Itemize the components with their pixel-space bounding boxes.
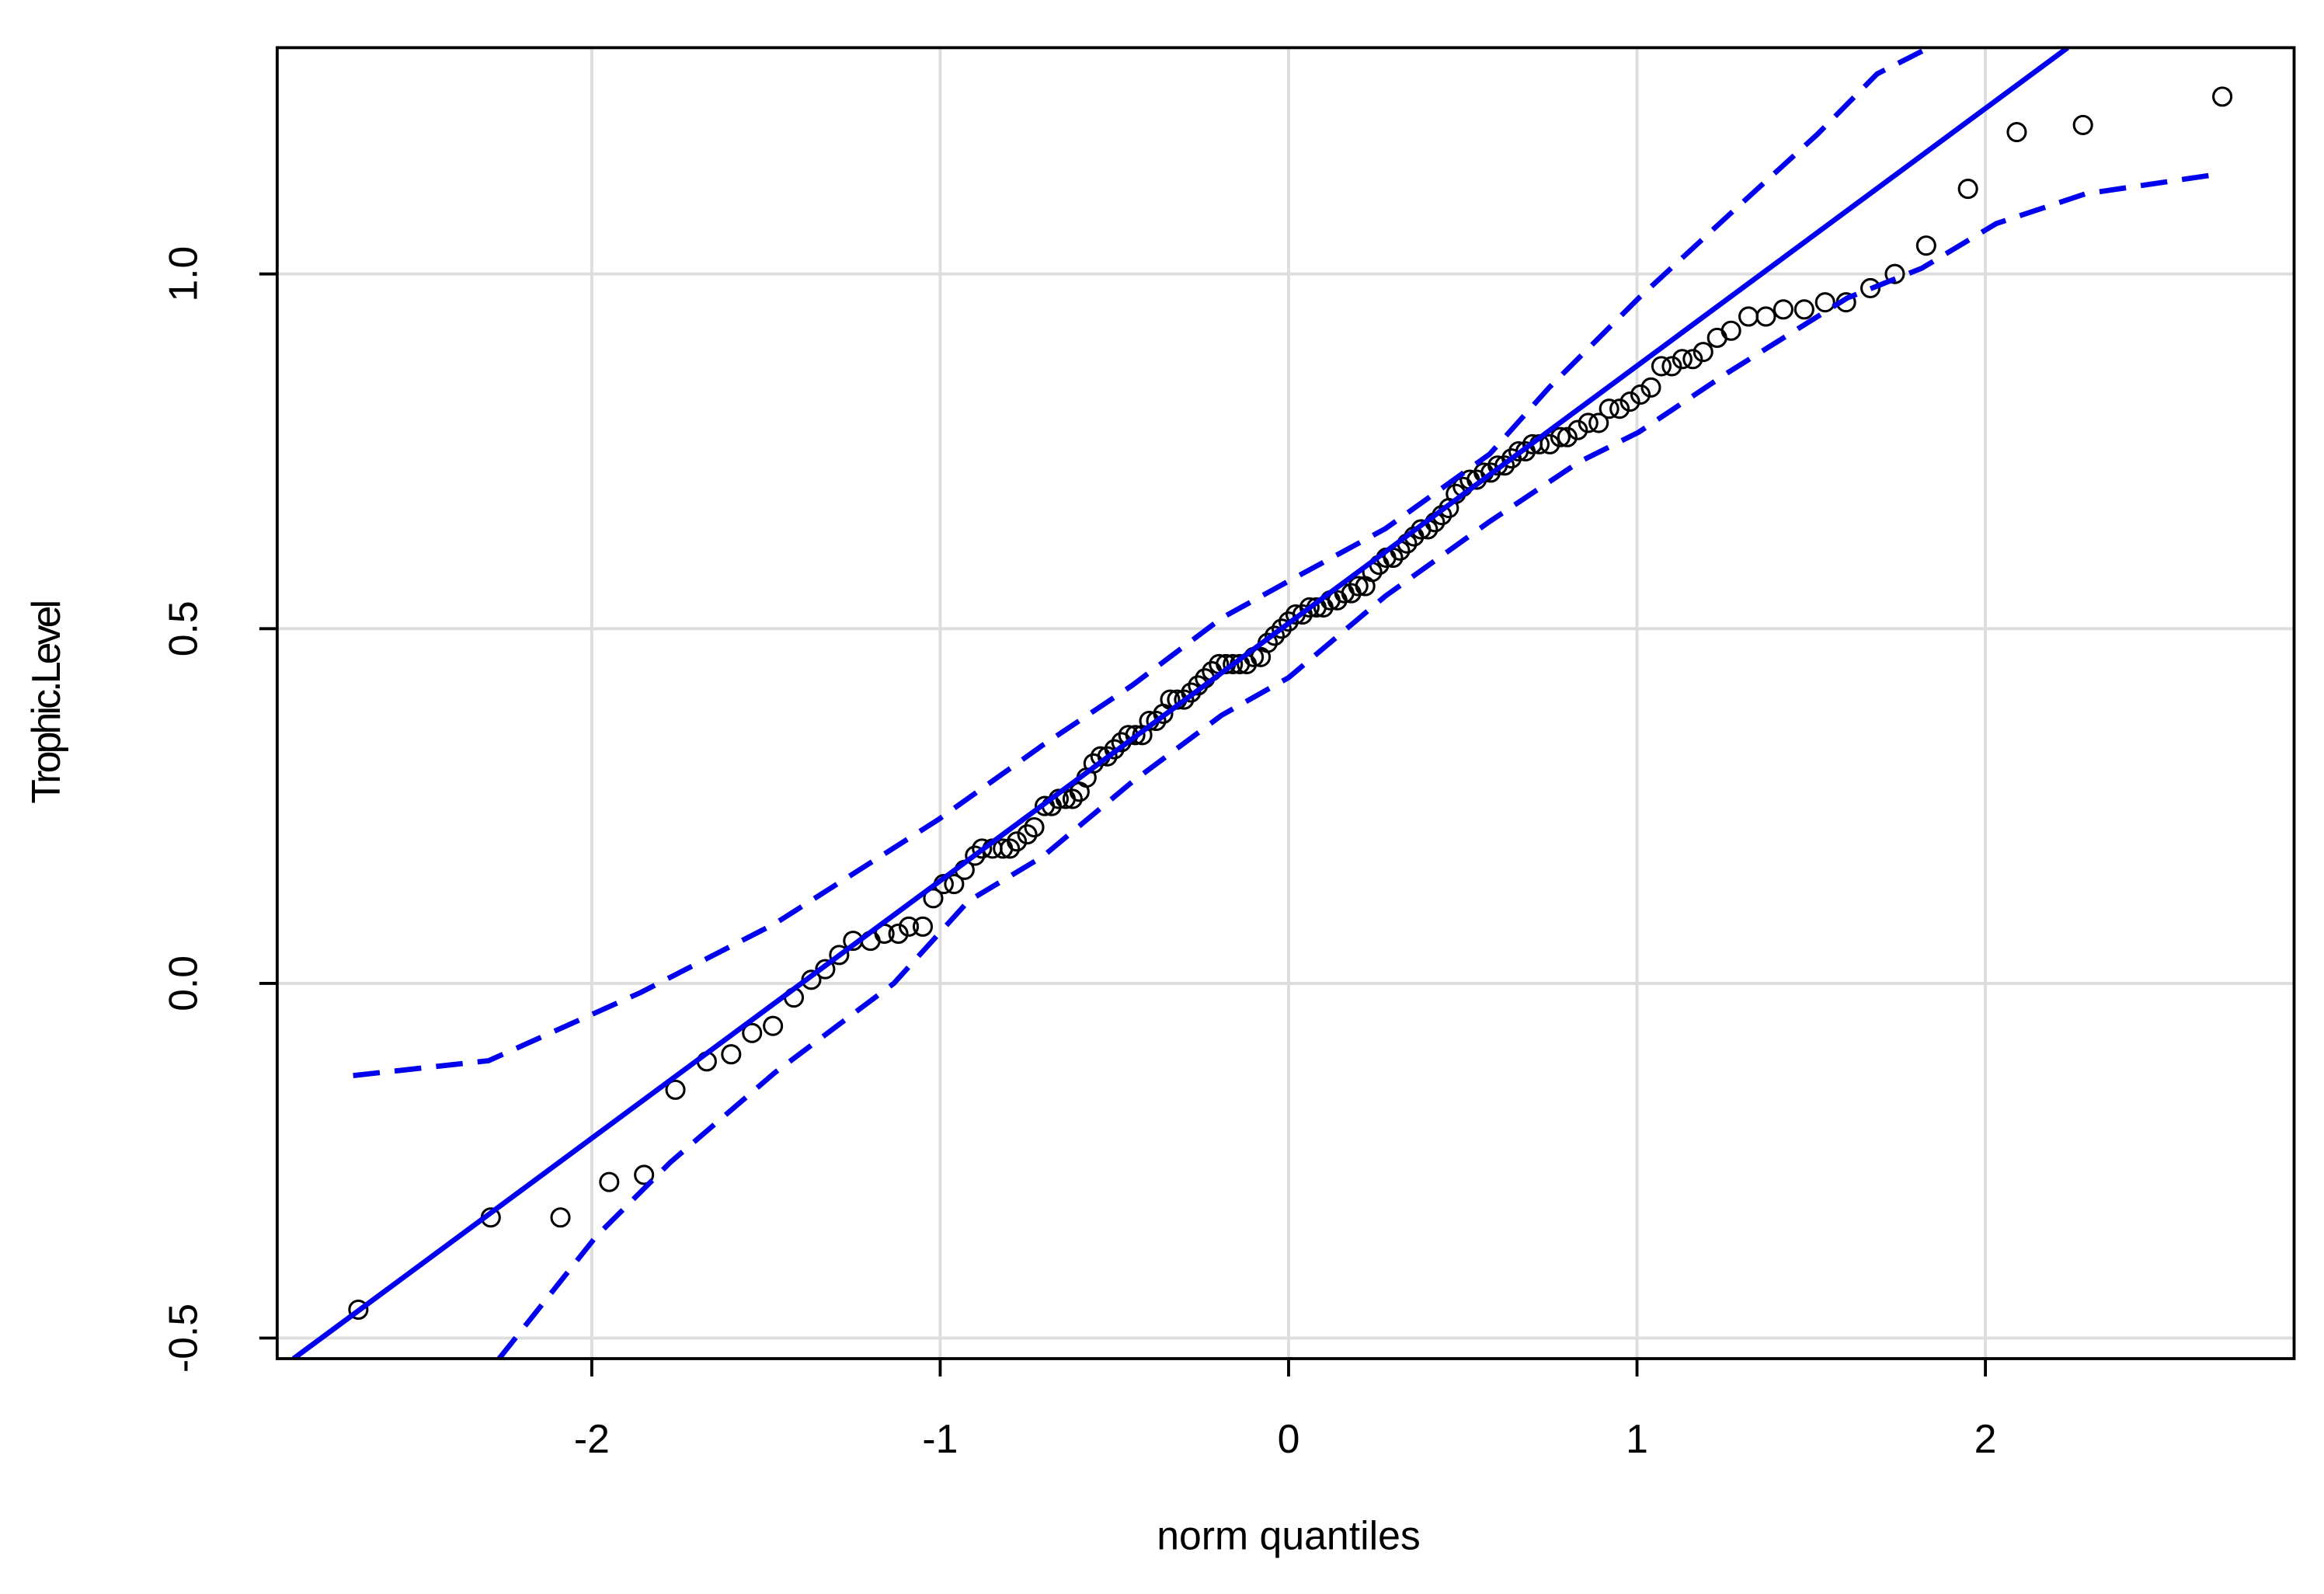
plot-area <box>291 47 2233 1359</box>
data-point <box>1104 739 1125 760</box>
data-point <box>1682 349 1703 370</box>
data-point <box>763 1015 784 1036</box>
data-point <box>1860 277 1881 298</box>
data-point <box>1062 788 1083 809</box>
data-point <box>742 1022 763 1043</box>
data-point <box>1640 377 1661 398</box>
data-point <box>899 916 920 937</box>
x-tick-label: -2 <box>574 1416 610 1461</box>
data-point <box>1599 398 1619 419</box>
data-point <box>721 1044 742 1065</box>
data-point <box>1755 306 1776 327</box>
data-point <box>1693 342 1713 363</box>
data-point <box>965 845 986 866</box>
data-point <box>1720 320 1741 341</box>
data-point <box>1793 299 1814 320</box>
y-tick-label: -0.5 <box>160 1303 205 1373</box>
data-point <box>972 838 993 859</box>
data-point <box>1567 419 1588 440</box>
data-point <box>599 1171 620 1192</box>
data-point <box>1539 433 1560 454</box>
data-point <box>1000 838 1021 859</box>
data-point <box>1557 426 1578 447</box>
data-point <box>1884 263 1905 284</box>
data-point <box>1773 299 1793 320</box>
data-point <box>1174 689 1195 710</box>
data-point <box>1024 816 1045 838</box>
x-tick-label: 0 <box>1278 1416 1300 1461</box>
data-point <box>1651 356 1672 377</box>
data-point <box>1550 426 1571 447</box>
data-point <box>1265 625 1286 646</box>
data-point <box>1578 412 1599 433</box>
data-point <box>923 888 944 909</box>
data-point <box>1609 398 1630 419</box>
data-point <box>665 1079 686 1100</box>
plot-frame <box>275 46 2296 1360</box>
axes: -2 -1 0 1 2 -0.5 0.0 0.5 1.0 <box>160 246 1996 1461</box>
data-point <box>944 874 965 895</box>
y-tick-label: 1.0 <box>160 246 205 302</box>
data-point <box>1146 710 1167 732</box>
data-point <box>1348 576 1369 597</box>
data-point <box>2072 114 2093 135</box>
data-point <box>1588 412 1609 433</box>
grid <box>277 47 2294 1359</box>
data-point <box>1738 306 1759 327</box>
data-point <box>1271 618 1292 639</box>
data-point <box>2212 86 2233 107</box>
data-point <box>1957 179 1978 200</box>
data-point <box>1097 746 1118 767</box>
envelope-line <box>353 47 1930 1078</box>
data-point <box>1223 653 1244 674</box>
data-point <box>1494 455 1515 476</box>
data-point <box>1125 725 1146 746</box>
data-point <box>1672 349 1693 370</box>
data-point <box>550 1207 571 1228</box>
data-point <box>1706 327 1727 348</box>
x-tick-label: -1 <box>922 1416 958 1461</box>
data-point <box>634 1164 655 1185</box>
data-point <box>1181 682 1202 703</box>
data-point <box>1661 356 1682 377</box>
data-point <box>1007 831 1028 852</box>
y-axis-label: Trophic.Level <box>23 601 68 803</box>
data-point <box>348 1299 369 1321</box>
data-point <box>2006 122 2027 143</box>
data-point <box>1915 235 1936 256</box>
data-point <box>1814 292 1835 313</box>
data-point <box>829 945 850 966</box>
data-point <box>1630 384 1651 405</box>
data-point <box>1299 597 1320 618</box>
data-point <box>912 916 934 937</box>
x-tick-label: 2 <box>1974 1416 1997 1461</box>
data-point <box>1017 824 1038 845</box>
y-tick-label: 0.0 <box>160 955 205 1011</box>
y-tick-label: 0.5 <box>160 600 205 656</box>
data-point <box>1619 392 1640 412</box>
reference-line <box>291 47 2069 1359</box>
x-tick-label: 1 <box>1626 1416 1648 1461</box>
envelope-line <box>496 171 2221 1359</box>
x-axis-label: norm quantiles <box>1157 1512 1421 1557</box>
data-point <box>888 923 909 945</box>
